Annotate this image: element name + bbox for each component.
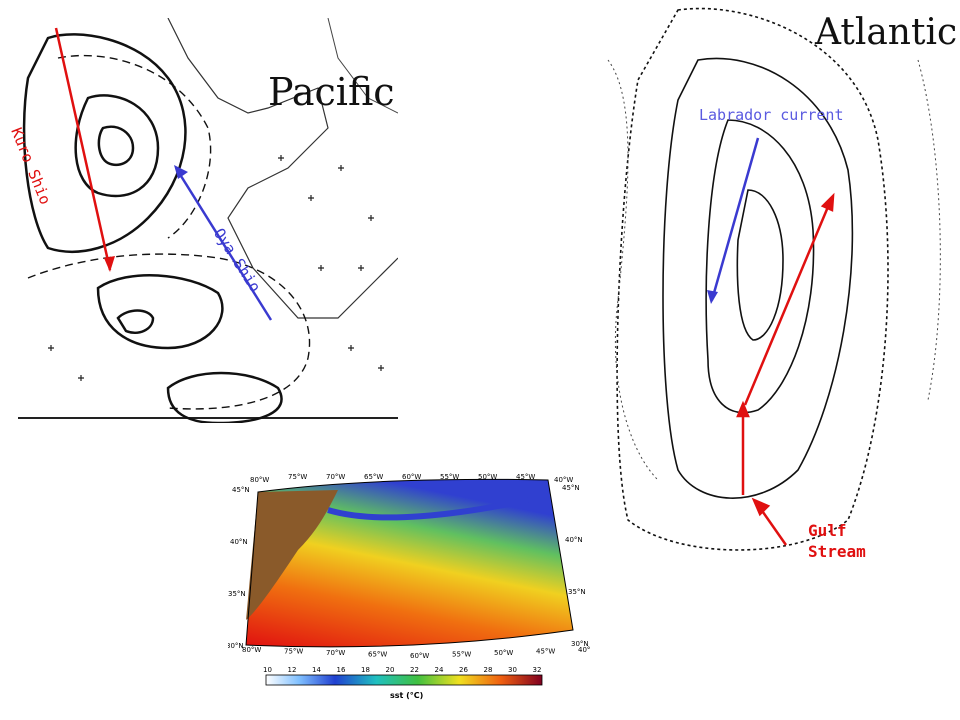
gulf-stream-label: Gulf Stream xyxy=(808,520,898,562)
pacific-contour-map xyxy=(18,18,398,423)
sst-colorbar-tick: 18 xyxy=(361,666,370,674)
sst-lat-label: 40°N xyxy=(230,538,248,546)
sst-colorbar-tick: 32 xyxy=(533,666,542,674)
sst-lon-label: 55°W xyxy=(452,651,471,659)
pacific-title: Pacific xyxy=(268,70,395,114)
sst-lat-label: 30°N xyxy=(571,640,589,648)
gulf-stream-label-line2: Stream xyxy=(808,542,866,561)
sst-colorbar-tick: 12 xyxy=(288,666,297,674)
sst-lon-label: 75°W xyxy=(284,648,303,656)
sst-colorbar xyxy=(265,674,543,686)
sst-lon-label: 70°W xyxy=(326,649,345,657)
sst-colorbar-label: sst (°C) xyxy=(390,691,423,700)
gulf-stream-arrow xyxy=(736,192,835,546)
sst-lat-label: 35°N xyxy=(228,590,246,598)
sst-lon-label: 55°W xyxy=(440,473,459,481)
sst-colorbar-tick: 22 xyxy=(410,666,419,674)
atlantic-title: Atlantic xyxy=(815,12,958,53)
sst-land xyxy=(246,490,338,620)
sst-colorbar-tick: 16 xyxy=(337,666,346,674)
sst-lat-label: 45°N xyxy=(232,486,250,494)
sst-lat-label: 30°N xyxy=(228,642,244,650)
sst-satellite-map: 80°W 75°W 70°W 65°W 60°W 55°W 50°W 45°W 40°W 80°… xyxy=(228,473,590,700)
sst-lat-label: 40°N xyxy=(565,536,583,544)
kuroshio-arrow xyxy=(54,27,112,271)
sst-lon-label: 40°W xyxy=(578,646,590,654)
pacific-coastline xyxy=(167,18,398,319)
sst-lon-label: 45°W xyxy=(536,648,555,656)
sst-lon-label: 50°W xyxy=(494,649,513,657)
labrador-arrow xyxy=(710,137,760,301)
sst-lat-label: 45°N xyxy=(562,484,580,492)
sst-colorbar-tick: 28 xyxy=(484,666,493,674)
sst-lat-label: 35°N xyxy=(568,588,586,596)
sst-lon-label: 65°W xyxy=(364,473,383,481)
sst-lon-label: 70°W xyxy=(326,473,345,481)
sst-lon-label: 65°W xyxy=(368,651,387,659)
atlantic-contour-map xyxy=(598,0,960,560)
sst-colorbar-tick: 20 xyxy=(386,666,395,674)
sst-lon-label: 60°W xyxy=(402,473,421,481)
sst-lon-label: 80°W xyxy=(250,476,269,484)
gulf-stream-label-line1: Gulf xyxy=(808,521,847,540)
sst-lon-label: 80°W xyxy=(242,646,261,654)
sst-lon-label: 60°W xyxy=(410,652,429,660)
sst-lon-label: 50°W xyxy=(478,473,497,481)
sst-field xyxy=(246,479,573,647)
sst-colorbar-tick: 24 xyxy=(435,666,444,674)
sst-lon-label: 75°W xyxy=(288,473,307,481)
oyashio-arrow xyxy=(174,167,273,321)
sst-colorbar-tick: 26 xyxy=(459,666,468,674)
sst-colorbar-tick: 10 xyxy=(263,666,272,674)
sst-lon-label: 40°W xyxy=(554,476,573,484)
sst-colorbar-tick: 14 xyxy=(312,666,321,674)
labrador-current-label: Labrador current xyxy=(699,106,844,124)
sst-colorbar-tick: 30 xyxy=(508,666,517,674)
sst-lon-label: 45°W xyxy=(516,473,535,481)
